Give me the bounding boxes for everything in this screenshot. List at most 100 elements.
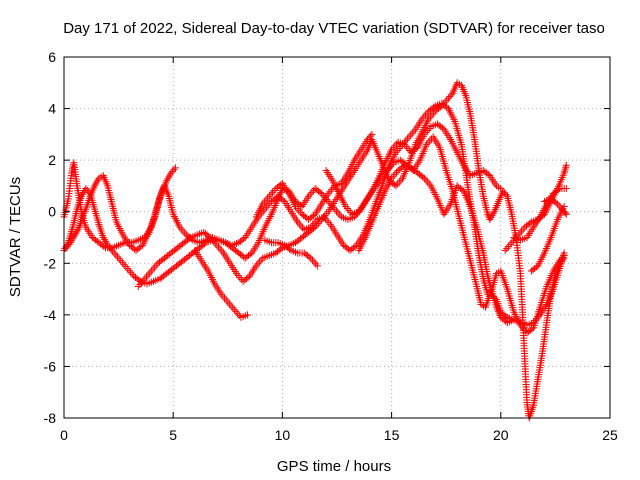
data-point [112, 251, 120, 259]
series-track-12 [527, 203, 568, 275]
data-point [310, 186, 318, 194]
data-point [407, 131, 415, 139]
data-point [215, 243, 223, 251]
data-point [390, 181, 398, 189]
data-point [85, 188, 93, 196]
x-tick-label: 25 [602, 427, 618, 443]
data-point [277, 245, 285, 253]
data-point [561, 167, 569, 175]
data-point [261, 236, 269, 244]
y-tick-label: -6 [44, 358, 57, 374]
data-point [229, 304, 237, 312]
y-tick-label: 2 [48, 152, 56, 168]
data-point [316, 188, 324, 196]
data-point [393, 168, 401, 176]
data-point [179, 227, 187, 235]
data-point [127, 268, 135, 276]
data-point [562, 210, 570, 218]
data-point [436, 103, 444, 111]
data-point [149, 265, 157, 273]
data-point [181, 229, 189, 237]
data-point [152, 261, 160, 269]
data-point [185, 235, 193, 243]
y-axis-ticks: -8 -6 -4 -2 0 2 4 6 [44, 49, 610, 426]
data-point [560, 254, 568, 262]
data-point [269, 188, 277, 196]
y-tick-label: 6 [48, 49, 56, 65]
data-point [128, 270, 136, 278]
data-point [216, 245, 224, 253]
data-point [561, 165, 569, 173]
data-point [296, 201, 304, 209]
data-point [438, 124, 446, 132]
data-point [528, 325, 536, 333]
data-point [296, 208, 304, 216]
data-point [200, 240, 208, 248]
x-tick-label: 20 [493, 427, 509, 443]
data-marks [60, 79, 570, 422]
data-point [562, 161, 570, 169]
x-axis-label: GPS time / hours [277, 458, 391, 475]
data-point [146, 269, 154, 277]
data-point [552, 199, 560, 207]
data-point [279, 196, 287, 204]
data-point [422, 176, 430, 184]
data-point [235, 312, 243, 320]
y-tick-label: 0 [48, 204, 56, 220]
data-point [444, 94, 452, 102]
x-axis-ticks: 0 5 10 15 20 25 [60, 57, 618, 443]
series-track-8 [261, 236, 321, 270]
data-point [114, 253, 122, 261]
data-point [237, 275, 245, 283]
data-point [170, 166, 178, 174]
data-point [391, 170, 399, 178]
data-point [83, 186, 91, 194]
data-point [205, 232, 213, 240]
data-point [497, 185, 505, 193]
data-point [302, 250, 310, 258]
data-point [424, 178, 432, 186]
data-point [554, 186, 562, 194]
data-point [484, 170, 492, 178]
series-track-2 [60, 133, 568, 329]
data-point [419, 173, 427, 181]
data-point [240, 235, 248, 243]
y-tick-label: -4 [44, 307, 57, 323]
y-tick-label: -2 [44, 255, 57, 271]
data-point [423, 109, 431, 117]
data-point [446, 93, 454, 101]
data-point [147, 267, 155, 275]
data-point [368, 130, 376, 138]
data-point [439, 100, 447, 108]
data-point [117, 257, 125, 265]
data-point [345, 206, 353, 214]
data-point [144, 271, 152, 279]
data-point [557, 258, 565, 266]
series-track-5 [191, 246, 251, 321]
data-point [151, 263, 159, 271]
data-point [222, 296, 230, 304]
data-point [443, 96, 451, 104]
y-tick-label: -8 [44, 410, 57, 426]
data-point [118, 259, 126, 267]
data-point [501, 246, 509, 254]
data-point [224, 298, 232, 306]
data-point [277, 181, 285, 189]
data-point [526, 219, 534, 227]
data-point [559, 256, 567, 264]
data-point [500, 189, 508, 197]
data-point [142, 273, 150, 281]
x-tick-label: 5 [169, 427, 177, 443]
data-point [430, 109, 438, 117]
x-tick-label: 0 [60, 427, 68, 443]
data-point [510, 316, 518, 324]
data-point [364, 136, 372, 144]
series-track-13 [540, 195, 570, 218]
data-point [561, 209, 569, 217]
y-tick-label: 4 [48, 101, 56, 117]
data-point [447, 91, 455, 99]
data-point [234, 310, 242, 318]
series-track-7 [322, 120, 505, 218]
data-point [115, 255, 123, 263]
